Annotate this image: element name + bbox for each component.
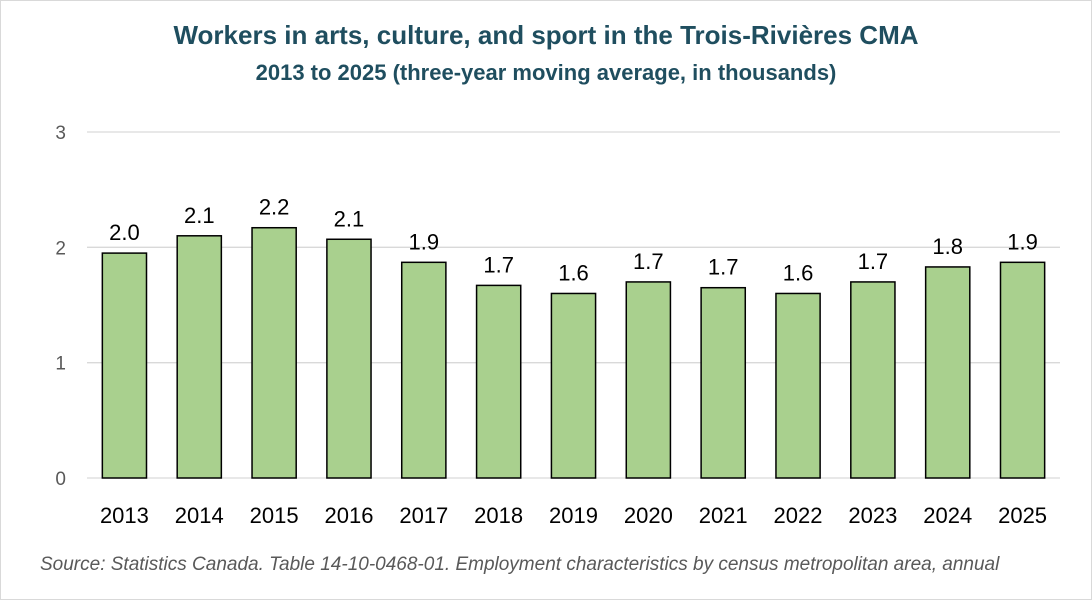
data-label: 1.9 bbox=[409, 229, 440, 254]
data-label: 1.7 bbox=[483, 252, 514, 277]
data-label: 1.6 bbox=[558, 260, 589, 285]
data-label: 1.7 bbox=[858, 249, 889, 274]
bar-2017 bbox=[400, 261, 447, 479]
bar-2016 bbox=[326, 238, 372, 479]
x-tick-label: 2024 bbox=[923, 503, 972, 528]
data-label: 1.6 bbox=[783, 260, 814, 285]
x-tick-label: 2021 bbox=[699, 503, 748, 528]
bar-2022 bbox=[775, 292, 821, 479]
x-tick-label: 2025 bbox=[998, 503, 1047, 528]
bar-2025 bbox=[999, 261, 1046, 479]
bar-2019 bbox=[550, 292, 597, 479]
data-label: 2.1 bbox=[184, 203, 215, 228]
data-label: 1.7 bbox=[708, 255, 739, 280]
x-tick-label: 2015 bbox=[250, 503, 299, 528]
data-label: 2.1 bbox=[334, 206, 365, 231]
bar-2023 bbox=[850, 281, 896, 479]
x-tick-label: 2017 bbox=[399, 503, 448, 528]
y-tick-label: 0 bbox=[55, 469, 66, 490]
x-tick-label: 2022 bbox=[774, 503, 823, 528]
x-tick-label: 2020 bbox=[624, 503, 673, 528]
bar-2013 bbox=[101, 252, 148, 479]
data-label: 1.8 bbox=[932, 234, 963, 259]
bar-2015 bbox=[251, 226, 297, 479]
data-label: 1.9 bbox=[1007, 229, 1038, 254]
x-tick-label: 2018 bbox=[474, 503, 523, 528]
y-tick-label: 1 bbox=[55, 354, 66, 375]
x-tick-label: 2023 bbox=[848, 503, 897, 528]
data-label: 2.2 bbox=[259, 195, 290, 220]
x-tick-label: 2019 bbox=[549, 503, 598, 528]
bar-2020 bbox=[625, 281, 672, 479]
source-note: Source: Statistics Canada. Table 14-10-0… bbox=[40, 554, 1000, 575]
x-tick-label: 2013 bbox=[100, 503, 149, 528]
y-tick-label: 2 bbox=[55, 238, 66, 259]
data-label: 1.7 bbox=[633, 249, 664, 274]
x-tick-label: 2016 bbox=[324, 503, 373, 528]
chart-subtitle: 2013 to 2025 (three-year moving average,… bbox=[255, 60, 837, 85]
bar-2021 bbox=[700, 286, 747, 479]
bar-2018 bbox=[475, 284, 522, 479]
data-label: 2.0 bbox=[109, 220, 140, 245]
chart-title: Workers in arts, culture, and sport in t… bbox=[173, 20, 919, 50]
y-tick-label: 3 bbox=[55, 123, 66, 144]
x-tick-label: 2014 bbox=[175, 503, 224, 528]
bar-2014 bbox=[176, 235, 223, 479]
bar-2024 bbox=[924, 266, 971, 479]
